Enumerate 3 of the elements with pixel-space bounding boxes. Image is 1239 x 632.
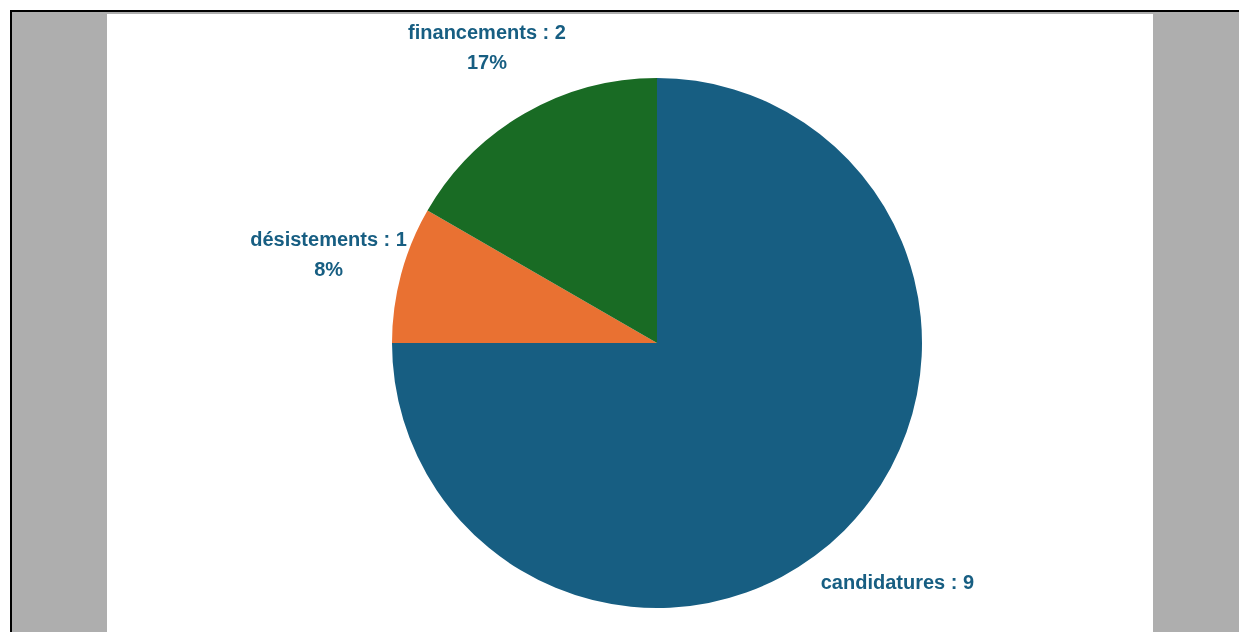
slice-label: désistements : 1 8%: [250, 227, 407, 280]
slice-label: candidatures : 9: [820, 570, 975, 593]
slice-label: financements : 2 17%: [408, 21, 566, 74]
